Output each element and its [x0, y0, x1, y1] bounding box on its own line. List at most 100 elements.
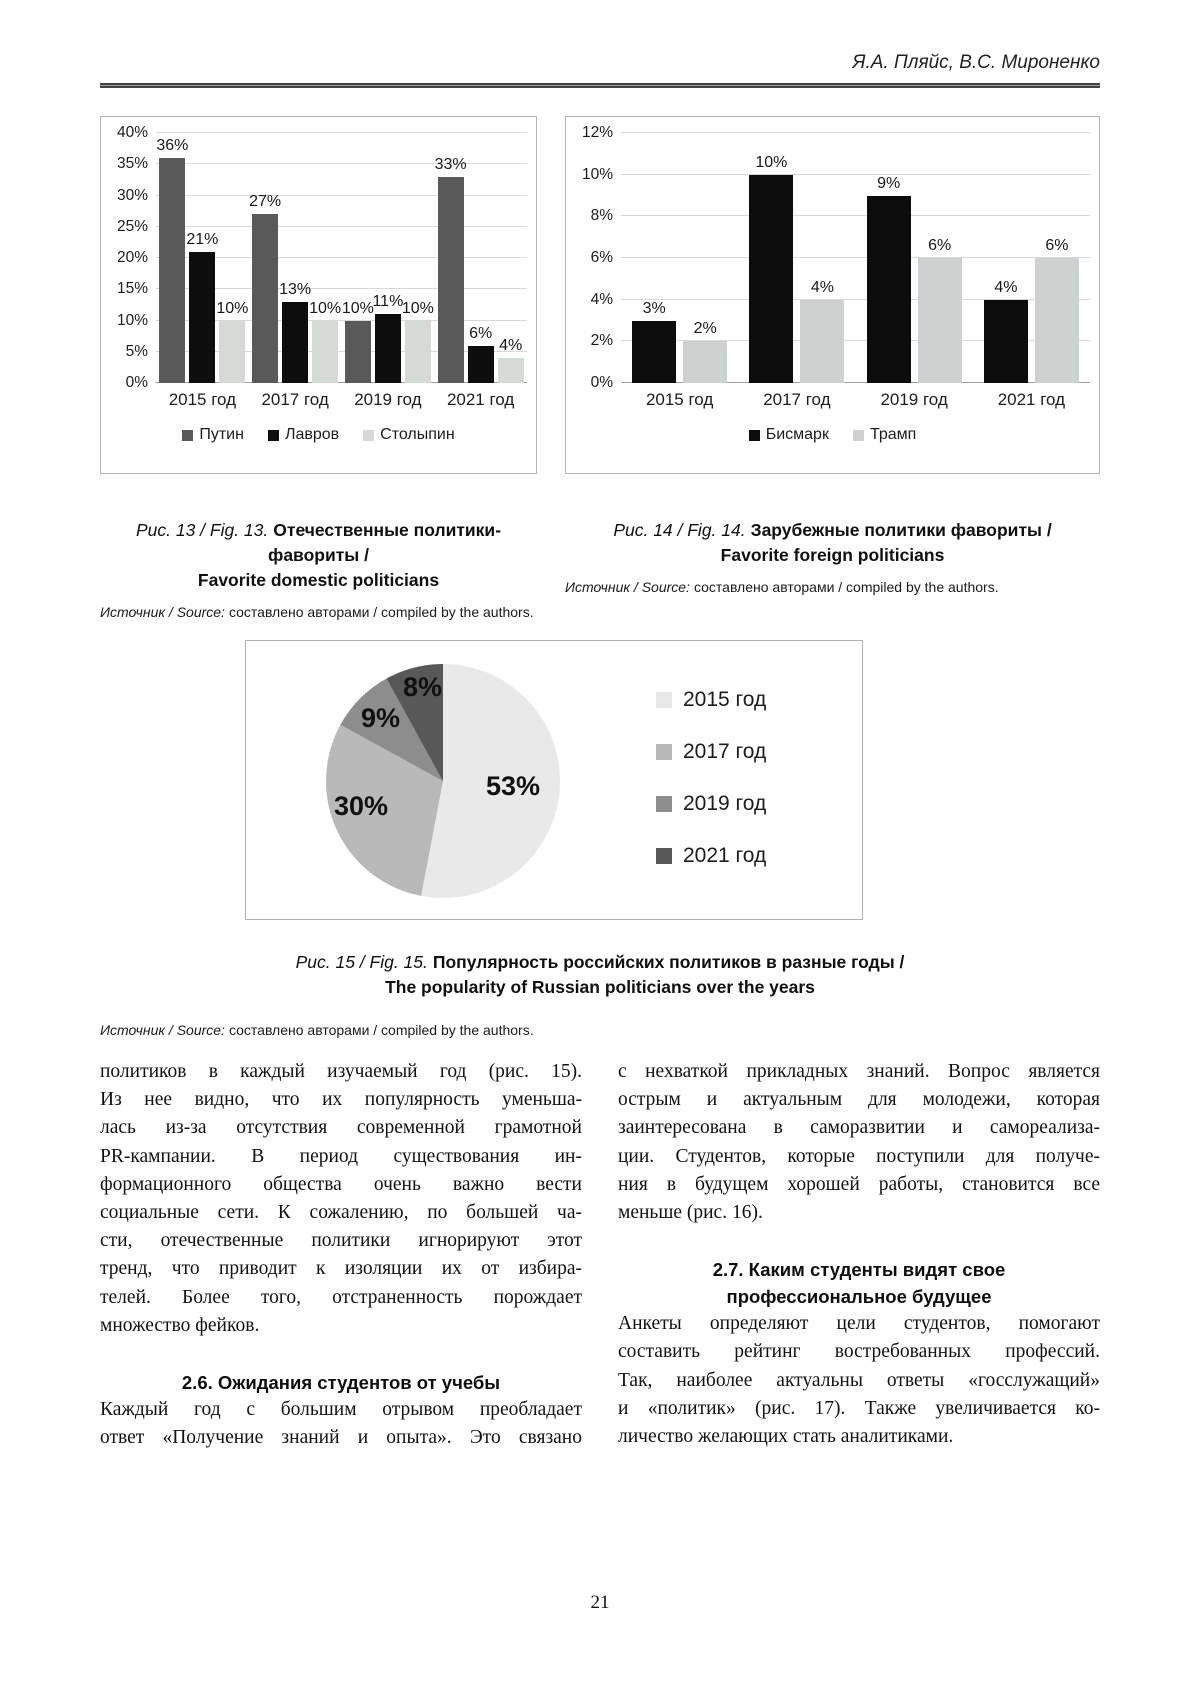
bar-with-label: 13%: [279, 281, 311, 383]
bar-value-label: 10%: [755, 153, 788, 171]
y-tick-label: 30%: [116, 186, 148, 204]
gridline: [156, 163, 527, 165]
figure-14-caption-title-en: Favorite foreign politicians: [720, 545, 945, 565]
legend-label: 2019 год: [683, 792, 767, 815]
legend-swatch: [748, 429, 760, 441]
legend-label: 2017 год: [683, 740, 767, 763]
legend-swatch: [852, 429, 864, 441]
bar-with-label: 10%: [402, 300, 434, 383]
x-axis-label: 2021 год: [997, 390, 1066, 409]
charts-row: 0% 5% 10% 15% 20% 25% 30% 35% 40% 36% 21% 10% 27% 13…: [100, 116, 1100, 474]
bar-Лавров: [282, 301, 309, 383]
body-text-line: Из нее видно, что их популярность уменьш…: [100, 1089, 582, 1111]
x-axis-label: 2017 год: [763, 390, 831, 409]
gridline: [156, 382, 527, 383]
bar-group-bars: 10% 4%: [749, 154, 845, 383]
x-axis: 2015 год 2017 год 2019 год 2021 год: [621, 390, 1090, 410]
bar-Столыпин: [404, 320, 431, 383]
body-text-line: формационного общества очень важно вести: [100, 1173, 582, 1195]
legend-swatch: [656, 692, 672, 708]
y-tick-label: 4%: [590, 290, 613, 308]
figure-13-caption: Рис. 13 / Fig. 13. Отечественные политики…: [100, 518, 537, 593]
x-axis-label: 2019 год: [354, 390, 422, 409]
bar-group-bars: 4% 6%: [983, 237, 1079, 383]
bar-with-label: 10%: [342, 300, 374, 383]
y-tick-label: 40%: [116, 124, 148, 141]
bar-group-bars: 33% 6% 4%: [435, 156, 524, 383]
bar-group-2015 год: 36% 21% 10%: [156, 133, 249, 383]
bar-groups: 3% 2% 10% 4% 9% 6% 4% 6%: [621, 133, 1090, 383]
bar-group-2019 год: 9% 6%: [856, 133, 973, 383]
bar-value-label: 2%: [693, 320, 717, 338]
bar-with-label: 10%: [749, 154, 794, 383]
bar-value-label: 10%: [309, 299, 342, 317]
section-heading-2-6: 2.6. Ожидания студентов от учебы: [181, 1372, 501, 1394]
body-text-line: Так, наиболее актуальны ответы «госслужа…: [618, 1369, 1100, 1391]
pie-legend-item-2021 год: 2021 год: [656, 844, 766, 868]
y-tick-label: 12%: [581, 124, 613, 141]
bar-with-label: 6%: [467, 325, 494, 383]
body-column-right: с нехваткой прикладных знаний. Вопрос яв…: [618, 1058, 1100, 1452]
figure-14-source: Источник / Source: составлено авторами / …: [565, 579, 1100, 595]
bar-Бисмарк: [749, 174, 794, 383]
bar-Лавров: [467, 345, 494, 383]
body-text-line: личество желающих стать аналитиками.: [618, 1426, 954, 1448]
pie-slice-label-2015: 53%: [486, 771, 541, 801]
legend-item-Путин: Путин: [182, 426, 244, 444]
body-text-line: социальные сети. К сожалению, по большей…: [100, 1202, 582, 1224]
bar-with-label: 21%: [186, 231, 218, 383]
bar-value-label: 13%: [279, 280, 312, 298]
bar-value-label: 10%: [401, 299, 434, 317]
bar-value-label: 9%: [877, 174, 901, 192]
bar-group-2017 год: 27% 13% 10%: [249, 133, 342, 383]
x-axis-label: 2017 год: [261, 390, 329, 409]
chart-legend: Путин Лавров Столыпин: [110, 426, 527, 444]
legend-swatch: [267, 429, 279, 441]
y-tick-label: 0%: [125, 374, 148, 391]
bar-Бисмарк: [983, 299, 1028, 383]
x-axis-label: 2015 год: [645, 390, 714, 409]
bar-Путин: [252, 214, 279, 383]
body-text-line: PR-кампании. В период существования ин-: [100, 1145, 582, 1167]
bar-Трамп: [800, 299, 845, 383]
bar-value-label: 4%: [499, 337, 523, 354]
bar-group-bars: 27% 13% 10%: [249, 193, 342, 383]
bar-with-label: 11%: [372, 293, 403, 383]
y-tick-label: 15%: [116, 280, 148, 298]
bar-with-label: 10%: [216, 300, 248, 383]
y-tick-label: 0%: [590, 374, 613, 391]
gridline: [621, 132, 1090, 133]
bar-group-bars: 36% 21% 10%: [156, 137, 248, 383]
bar-value-label: 33%: [434, 155, 467, 173]
bar-group-2019 год: 10% 11% 10%: [342, 133, 435, 383]
y-tick-label: 2%: [590, 332, 613, 350]
figure-13-caption-title-en: Favorite domestic politicians: [197, 570, 440, 590]
figure-15-caption-title-en: The popularity of Russian politicians ov…: [385, 977, 815, 997]
x-axis-label: 2015 год: [168, 390, 237, 409]
bar-value-label: 6%: [928, 237, 952, 254]
bar-Путин: [344, 320, 371, 383]
bar-value-label: 36%: [156, 137, 189, 154]
legend-swatch: [656, 848, 672, 864]
body-text-line: сти, отечественные политики игнорируют э…: [100, 1230, 582, 1252]
figure-13-bar-chart: 0% 5% 10% 15% 20% 25% 30% 35% 40% 36% 21% 10% 27% 13…: [100, 116, 537, 474]
bar-with-label: 27%: [249, 193, 281, 383]
x-axis-label: 2021 год: [446, 390, 515, 409]
legend-label: Столыпин: [380, 426, 455, 443]
body-text-line: меньше (рис. 16).: [618, 1202, 763, 1224]
body-columns: политиков в каждый изучаемый год (рис. 1…: [100, 1058, 1100, 1452]
figure-14-source-text: составлено авторами / compiled by the au…: [693, 579, 999, 595]
figure-13-caption-title-ru: Отечественные политики-фавориты /: [268, 520, 502, 565]
captions-row: Рис. 13 / Fig. 13. Отечественные политики…: [100, 518, 1100, 620]
bar-value-label: 3%: [642, 299, 666, 317]
pie-legend-item-2019 год: 2019 год: [656, 792, 766, 816]
figure-14-caption-label: Рис. 14 / Fig. 14.: [613, 520, 746, 540]
body-text-line: заинтересована в саморазвитии и самореал…: [618, 1117, 1100, 1139]
body-text-line: Каждый год с большим отрывом преобладает: [100, 1399, 582, 1421]
gridline: [156, 225, 527, 227]
legend-item-Бисмарк: Бисмарк: [748, 426, 829, 444]
y-tick-label: 5%: [125, 342, 148, 360]
header-rule: [100, 83, 1100, 88]
x-axis: 2015 год 2017 год 2019 год 2021 год: [156, 390, 527, 410]
